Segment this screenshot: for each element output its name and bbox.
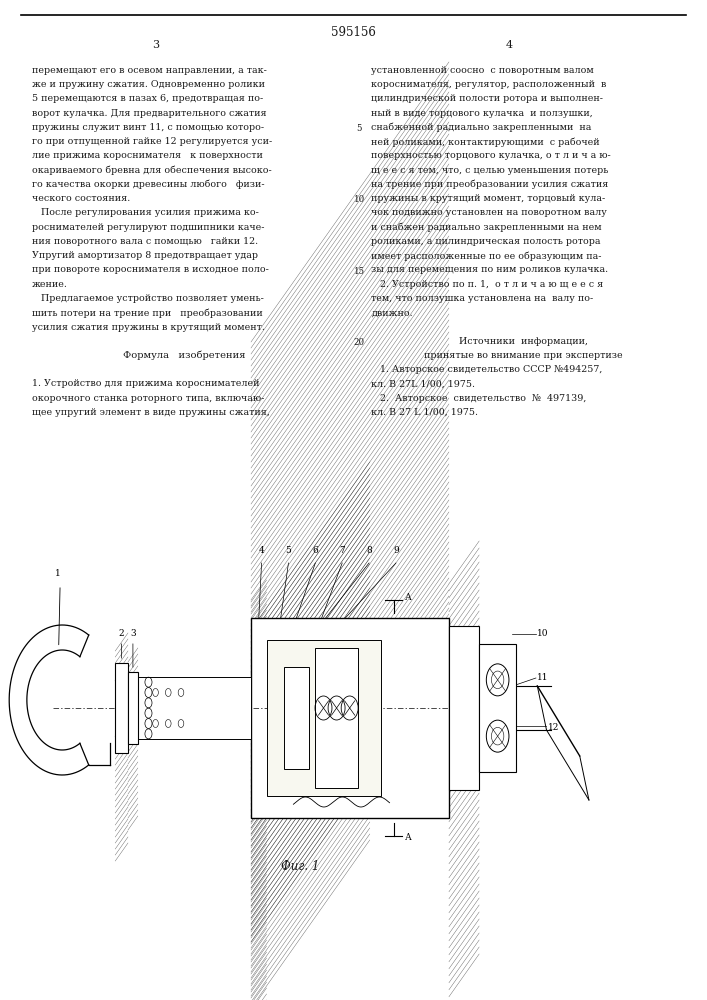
Text: 8: 8 [366,546,372,555]
Text: зы для перемещения по ним роликов кулачка.: зы для перемещения по ним роликов кулачк… [371,265,608,274]
Text: 5: 5 [286,546,291,555]
Text: установленной соосно  с поворотным валом: установленной соосно с поворотным валом [371,66,594,75]
Text: имеет расположенные по ее образующим па-: имеет расположенные по ее образующим па- [371,251,602,261]
Text: жение.: жение. [32,280,68,289]
Text: тем, что ползушка установлена на  валу по-: тем, что ползушка установлена на валу по… [371,294,593,303]
Text: 5 перемещаются в пазах 6, предотвращая по-: 5 перемещаются в пазах 6, предотвращая п… [32,94,263,103]
Text: 1. Авторское свидетельство СССР №494257,: 1. Авторское свидетельство СССР №494257, [371,365,602,374]
Text: го качества окорки древесины любого   физи-: го качества окорки древесины любого физи… [32,180,264,189]
Text: ный в виде торцового кулачка  и ползушки,: ный в виде торцового кулачка и ползушки, [371,109,593,118]
Text: кл. В 27 L 1/00, 1975.: кл. В 27 L 1/00, 1975. [371,408,478,417]
Bar [315,648,358,788]
Text: После регулирования усилия прижима ко-: После регулирования усилия прижима ко- [32,208,259,217]
Text: кл. В 27L 1/00, 1975.: кл. В 27L 1/00, 1975. [371,379,475,388]
Text: 4: 4 [259,546,264,555]
Text: лие прижима короснимателя   к поверхности: лие прижима короснимателя к поверхности [32,151,263,160]
Text: 1: 1 [55,569,61,578]
Text: Предлагаемое устройство позволяет умень-: Предлагаемое устройство позволяет умень- [32,294,264,303]
Text: 2. Устройство по п. 1,  о т л и ч а ю щ е е с я: 2. Устройство по п. 1, о т л и ч а ю щ е… [371,280,604,289]
Text: роликами, а цилиндрическая полость ротора: роликами, а цилиндрическая полость ротор… [371,237,601,246]
Text: короснимателя, регулятор, расположенный  в: короснимателя, регулятор, расположенный … [371,80,607,89]
Bar [267,640,381,796]
Text: 6: 6 [312,546,318,555]
Bar [115,663,128,753]
Text: чок подвижно установлен на поворотном валу: чок подвижно установлен на поворотном ва… [371,208,607,217]
Text: го при отпущенной гайке 12 регулируется уси-: го при отпущенной гайке 12 регулируется … [32,137,272,146]
Text: 2.  Авторское  свидетельство  №  497139,: 2. Авторское свидетельство № 497139, [371,394,587,403]
Text: цилиндрической полости ротора и выполнен-: цилиндрической полости ротора и выполнен… [371,94,603,103]
Text: принятые во внимание при экспертизе: принятые во внимание при экспертизе [424,351,622,360]
Bar [128,672,138,744]
Text: А: А [405,834,411,842]
Text: пружины в крутящий момент, торцовый кула-: пружины в крутящий момент, торцовый кула… [371,194,605,203]
Text: окариваемого бревна для обеспечения высоко-: окариваемого бревна для обеспечения высо… [32,166,271,175]
Text: 4: 4 [506,40,513,50]
Text: 10: 10 [537,630,549,639]
Text: при повороте короснимателя в исходное поло-: при повороте короснимателя в исходное по… [32,265,269,274]
Text: же и пружину сжатия. Одновременно ролики: же и пружину сжатия. Одновременно ролики [32,80,265,89]
Text: Формула   изобретения: Формула изобретения [122,351,245,360]
Bar [138,677,251,739]
Text: Источники  информации,: Источники информации, [459,337,588,346]
Bar [479,644,516,772]
Text: ней роликами, контактирующими  с рабочей: ней роликами, контактирующими с рабочей [371,137,600,147]
Text: окорочного станка роторного типа, включаю-: окорочного станка роторного типа, включа… [32,394,264,403]
Text: шить потери на трение при   преобразовании: шить потери на трение при преобразовании [32,308,262,318]
Text: 3: 3 [152,40,159,50]
Text: 5: 5 [356,124,362,133]
Text: усилия сжатия пружины в крутящий момент.: усилия сжатия пружины в крутящий момент. [32,322,264,332]
Text: поверхностью торцового кулачка, о т л и ч а ю-: поверхностью торцового кулачка, о т л и … [371,151,611,160]
Text: 1. Устройство для прижима короснимателей: 1. Устройство для прижима короснимателей [32,379,259,388]
Text: ческого состояния.: ческого состояния. [32,194,130,203]
Text: и снабжен радиально закрепленными на нем: и снабжен радиально закрепленными на нем [371,223,602,232]
Text: ния поворотного вала с помощью   гайки 12.: ния поворотного вала с помощью гайки 12. [32,237,258,246]
Text: снабженной радиально закрепленными  на: снабженной радиально закрепленными на [371,123,592,132]
Text: 3: 3 [130,629,136,638]
Bar [251,618,449,818]
Text: 10: 10 [354,195,365,204]
Text: 9: 9 [393,546,399,555]
Text: А: А [405,593,411,602]
Text: 20: 20 [354,338,365,347]
Text: движно.: движно. [371,308,413,317]
Bar [284,667,309,769]
Text: щее упругий элемент в виде пружины сжатия,: щее упругий элемент в виде пружины сжати… [32,408,269,417]
Text: на трение при преобразовании усилия сжатия: на трение при преобразовании усилия сжат… [371,180,609,189]
Bar [449,626,479,790]
Text: 15: 15 [354,267,365,276]
Text: 2: 2 [119,629,124,638]
Text: Фиг. 1: Фиг. 1 [281,860,320,873]
Text: ворот кулачка. Для предварительного сжатия: ворот кулачка. Для предварительного сжат… [32,109,267,118]
Text: щ е е с я тем, что, с целью уменьшения потерь: щ е е с я тем, что, с целью уменьшения п… [371,166,609,175]
Text: Упругий амортизатор 8 предотвращает удар: Упругий амортизатор 8 предотвращает удар [32,251,258,260]
Text: 7: 7 [339,546,345,555]
Text: перемещают его в осевом направлении, а так-: перемещают его в осевом направлении, а т… [32,66,267,75]
Text: 595156: 595156 [331,25,376,38]
Text: 11: 11 [537,674,549,683]
Text: 12: 12 [548,724,559,732]
Text: роснимателей регулируют подшипники каче-: роснимателей регулируют подшипники каче- [32,223,264,232]
Text: пружины служит винт 11, с помощью которо-: пружины служит винт 11, с помощью которо… [32,123,264,132]
